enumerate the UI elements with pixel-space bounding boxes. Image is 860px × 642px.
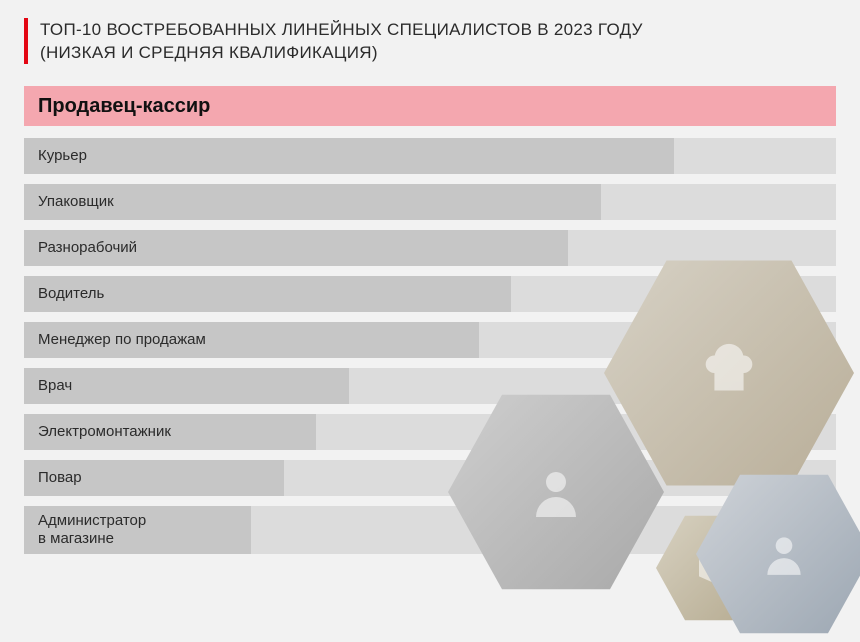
bar: Курьер [24, 138, 674, 174]
bar-label: Электромонтажник [38, 423, 171, 441]
header: ТОП-10 ВОСТРЕБОВАННЫХ ЛИНЕЙНЫХ СПЕЦИАЛИС… [0, 0, 860, 64]
bar-label: Менеджер по продажам [38, 331, 206, 349]
bar: Врач [24, 368, 349, 404]
bar-label: Администратор в магазине [38, 512, 146, 548]
bar: Продавец-кассир [24, 86, 836, 126]
bar: Разнорабочий [24, 230, 568, 266]
bar-row: Курьер [24, 138, 836, 174]
title-line2: (НИЗКАЯ И СРЕДНЯЯ КВАЛИФИКАЦИЯ) [40, 43, 378, 62]
accent-bar [24, 18, 28, 64]
bar-label: Повар [38, 469, 82, 487]
title-line1: ТОП-10 ВОСТРЕБОВАННЫХ ЛИНЕЙНЫХ СПЕЦИАЛИС… [40, 20, 643, 39]
bar-label: Курьер [38, 147, 87, 165]
bar: Повар [24, 460, 284, 496]
bar: Упаковщик [24, 184, 601, 220]
bar-label: Водитель [38, 285, 104, 303]
page-title: ТОП-10 ВОСТРЕБОВАННЫХ ЛИНЕЙНЫХ СПЕЦИАЛИС… [40, 18, 643, 64]
bar: Менеджер по продажам [24, 322, 479, 358]
bar-label: Продавец-кассир [38, 97, 210, 115]
bar-row: Продавец-кассир [24, 86, 836, 126]
bar-row: Упаковщик [24, 184, 836, 220]
bar-label: Разнорабочий [38, 239, 137, 257]
bar: Электромонтажник [24, 414, 316, 450]
bar-label: Врач [38, 377, 72, 395]
bar: Администратор в магазине [24, 506, 251, 554]
bar-label: Упаковщик [38, 193, 114, 211]
bar: Водитель [24, 276, 511, 312]
